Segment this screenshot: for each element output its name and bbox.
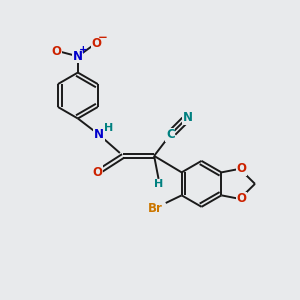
Text: Br: Br bbox=[148, 202, 163, 215]
Text: −: − bbox=[98, 31, 107, 44]
Text: H: H bbox=[104, 123, 113, 133]
Text: O: O bbox=[236, 192, 246, 206]
Text: C: C bbox=[166, 128, 175, 141]
Text: N: N bbox=[73, 50, 83, 63]
Text: O: O bbox=[92, 166, 102, 178]
Text: N: N bbox=[182, 111, 192, 124]
Text: O: O bbox=[51, 45, 62, 58]
Text: H: H bbox=[154, 179, 163, 189]
Text: O: O bbox=[91, 37, 101, 50]
Text: N: N bbox=[94, 128, 104, 141]
Text: O: O bbox=[236, 162, 246, 175]
Text: +: + bbox=[80, 45, 88, 55]
